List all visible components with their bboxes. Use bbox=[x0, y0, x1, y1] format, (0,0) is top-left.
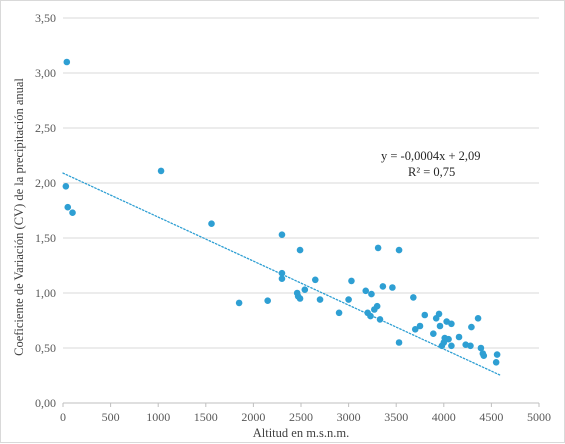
data-point bbox=[345, 296, 352, 303]
gridlines bbox=[63, 17, 539, 404]
data-point bbox=[492, 359, 500, 366]
data-point bbox=[311, 276, 319, 284]
trendline-r2: R² = 0,75 bbox=[408, 165, 455, 179]
data-point bbox=[348, 277, 355, 285]
data-point bbox=[376, 316, 384, 323]
y-axis: 0,00 0,50 1,00 1,50 2,00 2,50 3,00 3,50 bbox=[35, 11, 56, 410]
y-tick-label: 3,50 bbox=[35, 11, 56, 25]
y-tick-label: 0,50 bbox=[35, 341, 56, 355]
data-point bbox=[448, 320, 455, 328]
data-point bbox=[235, 299, 243, 307]
data-point bbox=[362, 287, 370, 295]
x-tick-label: 3000 bbox=[337, 410, 361, 424]
y-tick-label: 2,00 bbox=[35, 176, 56, 190]
data-points bbox=[62, 58, 501, 366]
x-tick-label: 2500 bbox=[289, 410, 313, 424]
data-point bbox=[395, 339, 403, 346]
data-point bbox=[477, 344, 485, 352]
data-point bbox=[448, 342, 455, 350]
data-point bbox=[63, 58, 71, 66]
data-point bbox=[278, 269, 286, 277]
x-tick-label: 2000 bbox=[241, 410, 265, 424]
y-tick-label: 1,00 bbox=[35, 286, 56, 300]
y-axis-title: Coeficiente de Variación (CV) de la prec… bbox=[12, 78, 26, 356]
data-point bbox=[435, 310, 443, 318]
x-tick-label: 4000 bbox=[432, 410, 456, 424]
x-tick-label: 1500 bbox=[194, 410, 218, 424]
data-point bbox=[467, 342, 474, 350]
data-point bbox=[395, 246, 403, 254]
data-point bbox=[64, 203, 72, 211]
data-point bbox=[278, 231, 286, 238]
data-point bbox=[389, 284, 396, 291]
x-tick-label: 0 bbox=[60, 410, 66, 424]
data-point bbox=[474, 315, 482, 322]
data-point bbox=[367, 312, 374, 320]
data-point bbox=[316, 296, 324, 303]
x-tick-label: 5000 bbox=[527, 410, 551, 424]
x-tick-label: 3500 bbox=[384, 410, 408, 424]
trendline-equation: y = -0,0004x + 2,09 bbox=[381, 149, 481, 163]
data-point bbox=[157, 167, 165, 175]
data-point bbox=[62, 183, 70, 190]
y-tick-label: 3,00 bbox=[35, 66, 56, 80]
data-point bbox=[436, 322, 444, 330]
y-tick-label: 2,50 bbox=[35, 121, 56, 135]
data-point bbox=[278, 275, 286, 283]
data-point bbox=[421, 311, 429, 319]
y-tick-label: 1,50 bbox=[35, 231, 56, 245]
y-tick-label: 0,00 bbox=[35, 396, 56, 410]
data-point bbox=[69, 209, 76, 216]
data-point bbox=[416, 322, 424, 330]
data-point bbox=[410, 294, 417, 301]
data-point bbox=[455, 333, 463, 341]
data-point bbox=[335, 309, 343, 317]
data-point bbox=[374, 244, 382, 252]
data-point bbox=[379, 283, 387, 290]
data-point bbox=[430, 330, 437, 338]
data-point bbox=[493, 351, 501, 358]
data-point bbox=[373, 302, 381, 310]
x-tick-label: 4500 bbox=[479, 410, 503, 424]
data-point bbox=[411, 326, 419, 333]
data-point bbox=[296, 246, 304, 254]
data-point bbox=[294, 293, 302, 300]
x-tick-label: 1000 bbox=[146, 410, 170, 424]
data-point bbox=[468, 323, 475, 331]
data-point bbox=[445, 335, 452, 343]
data-point bbox=[208, 220, 215, 227]
data-point bbox=[301, 286, 309, 294]
data-point bbox=[480, 352, 488, 360]
x-axis-title: Altitud en m.s.n.m. bbox=[253, 426, 350, 440]
x-axis: 0 500 1000 1500 2000 2500 3000 3500 4000 4500 5000 bbox=[60, 402, 551, 424]
x-tick-label: 500 bbox=[102, 410, 120, 424]
data-point bbox=[264, 297, 271, 305]
data-point bbox=[368, 290, 375, 298]
